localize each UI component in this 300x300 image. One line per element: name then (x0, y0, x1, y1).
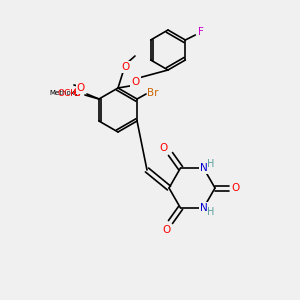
Text: F: F (198, 27, 204, 37)
Text: Methoxy: Methoxy (49, 90, 79, 96)
Text: O: O (159, 143, 168, 153)
Text: O: O (122, 62, 130, 72)
Text: H: H (207, 159, 214, 169)
Text: Br: Br (147, 88, 159, 98)
Text: O: O (232, 183, 240, 193)
Text: N: N (200, 203, 207, 213)
Text: O: O (73, 88, 81, 98)
Text: O: O (162, 225, 171, 235)
Text: OCH₃: OCH₃ (57, 88, 81, 98)
Text: O: O (77, 83, 85, 93)
Text: O: O (131, 77, 140, 87)
Text: H: H (207, 207, 214, 217)
Text: N: N (200, 163, 207, 173)
